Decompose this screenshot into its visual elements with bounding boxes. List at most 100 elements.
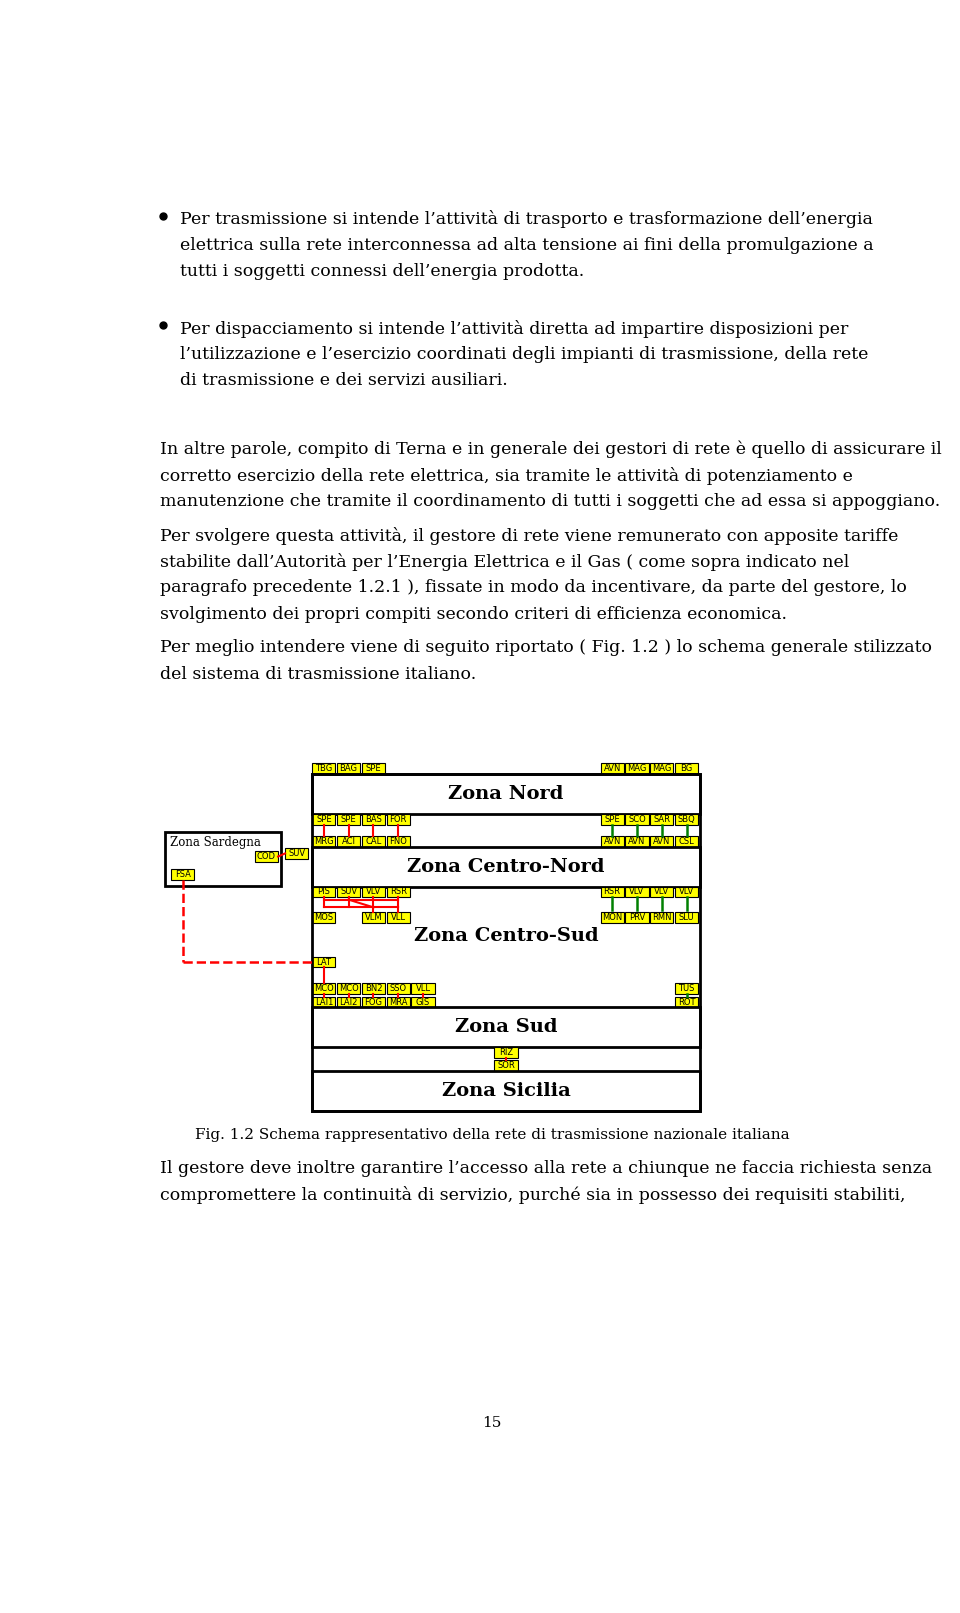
Text: SAR: SAR xyxy=(653,815,670,824)
Text: SPE: SPE xyxy=(604,815,620,824)
Bar xyxy=(362,836,385,847)
Text: MON: MON xyxy=(602,913,622,923)
Bar xyxy=(312,997,335,1008)
Text: MCO: MCO xyxy=(339,984,358,992)
Text: VLV: VLV xyxy=(630,887,644,897)
Bar xyxy=(387,887,410,897)
Text: elettrica sulla rete interconnessa ad alta tensione ai fini della promulgazione : elettrica sulla rete interconnessa ad al… xyxy=(180,237,874,253)
Text: Per meglio intendere viene di seguito riportato ( Fig. 1.2 ) lo schema generale : Per meglio intendere viene di seguito ri… xyxy=(160,639,932,656)
Text: BAS: BAS xyxy=(365,815,382,824)
Bar xyxy=(337,815,360,824)
Text: MRG: MRG xyxy=(314,837,334,845)
Text: compromettere la continuità di servizio, purché sia in possesso dei requisiti st: compromettere la continuità di servizio,… xyxy=(160,1186,906,1203)
Bar xyxy=(362,815,385,824)
Text: RSR: RSR xyxy=(604,887,620,897)
Text: ROT: ROT xyxy=(678,997,695,1007)
Bar xyxy=(362,763,385,774)
Text: di trasmissione e dei servizi ausiliari.: di trasmissione e dei servizi ausiliari. xyxy=(180,373,508,389)
Bar xyxy=(362,982,385,994)
Text: LAI1: LAI1 xyxy=(315,997,333,1007)
Text: PRV: PRV xyxy=(629,913,645,923)
Text: Zona Sardegna: Zona Sardegna xyxy=(170,836,261,848)
Bar xyxy=(675,763,698,774)
Bar xyxy=(675,997,698,1008)
Bar xyxy=(312,982,335,994)
Text: AVN: AVN xyxy=(628,837,646,845)
Bar xyxy=(312,836,335,847)
Bar xyxy=(601,815,624,824)
Text: tutti i soggetti connessi dell’energia prodotta.: tutti i soggetti connessi dell’energia p… xyxy=(180,263,585,281)
Text: BG: BG xyxy=(681,765,693,773)
Text: MOS: MOS xyxy=(314,913,333,923)
Text: Zona Sud: Zona Sud xyxy=(455,1018,557,1037)
Text: MCO: MCO xyxy=(314,984,334,992)
Bar xyxy=(494,1047,517,1058)
Text: AVN: AVN xyxy=(653,837,670,845)
Bar xyxy=(387,815,410,824)
Text: Zona Sicilia: Zona Sicilia xyxy=(442,1082,570,1100)
Text: Zona Centro-Nord: Zona Centro-Nord xyxy=(407,858,605,876)
Bar xyxy=(285,848,308,858)
Bar xyxy=(675,982,698,994)
Text: FSA: FSA xyxy=(175,869,191,879)
Bar xyxy=(362,911,385,923)
Text: Per svolgere questa attività, il gestore di rete viene remunerato con apposite t: Per svolgere questa attività, il gestore… xyxy=(160,527,899,545)
Bar xyxy=(312,957,335,968)
Text: TUS: TUS xyxy=(679,984,695,992)
Text: ACI: ACI xyxy=(342,837,355,845)
Text: corretto esercizio della rete elettrica, sia tramite le attività di potenziament: corretto esercizio della rete elettrica,… xyxy=(160,466,853,486)
Text: Fig. 1.2 Schema rappresentativo della rete di trasmissione nazionale italiana: Fig. 1.2 Schema rappresentativo della re… xyxy=(195,1127,789,1142)
Text: 15: 15 xyxy=(482,1416,502,1431)
Text: SUV: SUV xyxy=(340,887,357,897)
Text: MAG: MAG xyxy=(627,765,647,773)
Text: stabilite dall’Autorità per l’Energia Elettrica e il Gas ( come sopra indicato n: stabilite dall’Autorità per l’Energia El… xyxy=(160,553,850,571)
Text: LAI2: LAI2 xyxy=(340,997,358,1007)
Bar xyxy=(337,887,360,897)
Bar xyxy=(625,763,649,774)
Bar xyxy=(650,911,673,923)
Text: VLV: VLV xyxy=(366,887,381,897)
Text: VLL: VLL xyxy=(391,913,406,923)
Bar xyxy=(312,1008,700,1047)
Text: Per trasmissione si intende l’attività di trasporto e trasformazione dell’energi: Per trasmissione si intende l’attività d… xyxy=(180,211,874,229)
Text: SSO: SSO xyxy=(390,984,407,992)
Text: Zona Centro-Sud: Zona Centro-Sud xyxy=(414,927,598,945)
Text: VLV: VLV xyxy=(654,887,669,897)
Text: BAG: BAG xyxy=(340,765,358,773)
Text: FNO: FNO xyxy=(390,837,407,845)
Bar xyxy=(387,911,410,923)
Bar xyxy=(625,911,649,923)
Bar xyxy=(412,982,435,994)
Bar xyxy=(625,887,649,897)
Bar xyxy=(312,847,700,887)
Bar xyxy=(165,832,281,886)
Bar xyxy=(387,982,410,994)
Bar xyxy=(362,997,385,1008)
Text: Per dispacciamento si intende l’attività diretta ad impartire disposizioni per: Per dispacciamento si intende l’attività… xyxy=(180,319,849,337)
Bar xyxy=(312,887,335,897)
Bar xyxy=(387,836,410,847)
Text: paragrafo precedente 1.2.1 ), fissate in modo da incentivare, da parte del gesto: paragrafo precedente 1.2.1 ), fissate in… xyxy=(160,579,907,597)
Text: BN2: BN2 xyxy=(365,984,382,992)
Text: SBQ: SBQ xyxy=(678,815,695,824)
Bar xyxy=(601,763,624,774)
Text: CSL: CSL xyxy=(679,837,694,845)
Bar xyxy=(312,1071,700,1111)
Bar xyxy=(337,763,360,774)
Bar xyxy=(312,763,335,774)
Text: l’utilizzazione e l’esercizio coordinati degli impianti di trasmissione, della r: l’utilizzazione e l’esercizio coordinati… xyxy=(180,347,869,363)
Bar xyxy=(387,997,410,1008)
Text: SPE: SPE xyxy=(316,815,331,824)
Text: AVN: AVN xyxy=(604,765,621,773)
Text: TBG: TBG xyxy=(315,765,332,773)
Text: FOG: FOG xyxy=(365,997,382,1007)
Text: manutenzione che tramite il coordinamento di tutti i soggetti che ad essa si app: manutenzione che tramite il coordinament… xyxy=(160,494,941,510)
Bar xyxy=(337,997,360,1008)
Text: MAG: MAG xyxy=(652,765,671,773)
Text: RIZ: RIZ xyxy=(499,1048,513,1058)
Text: Zona Nord: Zona Nord xyxy=(448,786,564,803)
Bar xyxy=(312,774,700,1111)
Bar xyxy=(601,911,624,923)
Bar xyxy=(312,774,700,815)
Text: LAT: LAT xyxy=(317,958,331,966)
